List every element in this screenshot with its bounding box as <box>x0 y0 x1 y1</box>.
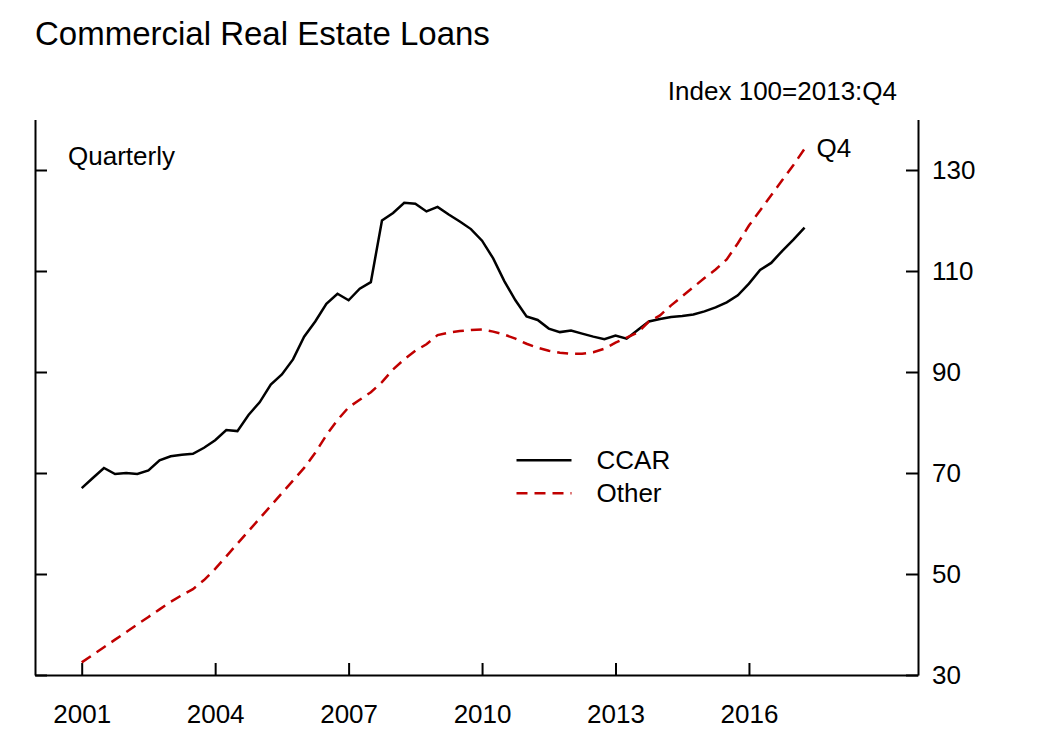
y-tick: 70 <box>906 458 961 488</box>
y-tick-mark <box>906 271 918 273</box>
x-tick-label: 2001 <box>53 699 111 729</box>
y-tick-mark <box>906 372 918 374</box>
title: Commercial Real Estate Loans <box>35 15 490 52</box>
axis-line <box>918 120 920 676</box>
y-tick-label: 110 <box>932 256 973 286</box>
y-tick-mark <box>906 574 918 576</box>
x-tick-mark <box>615 663 617 675</box>
y-tick-label: 50 <box>932 559 961 589</box>
y-tick-mark <box>35 372 47 374</box>
y-tick-mark <box>35 473 47 475</box>
x-tick: 2004 <box>187 663 245 729</box>
x-tick: 2013 <box>587 663 645 729</box>
y-tick <box>35 372 47 373</box>
series-line <box>82 203 805 488</box>
legend-label: CCAR <box>597 445 671 475</box>
annotation: Quarterly <box>68 141 175 171</box>
y-axis-right: 30 50 70 90 110 130 <box>906 120 975 690</box>
y-axis-left <box>35 120 47 676</box>
y-tick-mark <box>906 170 918 172</box>
y-tick: 130 <box>906 155 975 185</box>
y-tick <box>35 271 47 272</box>
x-axis: 2001 2004 2007 2010 2013 2016 <box>36 663 919 729</box>
legend-swatch <box>517 492 572 495</box>
plot-area <box>82 149 805 663</box>
series-line <box>82 149 805 663</box>
legend-label: Other <box>597 478 662 508</box>
x-tick-label: 2016 <box>721 699 779 729</box>
x-tick-mark <box>81 663 83 675</box>
y-tick-label: 130 <box>932 155 975 185</box>
x-tick-label: 2007 <box>320 699 378 729</box>
axis-line <box>36 675 919 677</box>
x-tick-label: 2004 <box>187 699 245 729</box>
legend: CCAROther <box>517 445 671 508</box>
y-tick-mark <box>35 271 47 273</box>
annotation: Index 100=2013:Q4 <box>668 76 897 106</box>
y-tick <box>35 473 47 474</box>
y-tick: 110 <box>906 256 973 286</box>
annotation: Q4 <box>817 133 852 163</box>
x-tick-mark <box>348 663 350 675</box>
y-tick-label: 90 <box>932 357 961 387</box>
chart: Commercial Real Estate Loans 30 50 70 90 110 1… <box>0 0 1040 744</box>
y-tick-mark <box>35 170 47 172</box>
y-tick <box>35 574 47 575</box>
y-tick: 90 <box>906 357 961 387</box>
axis-line <box>35 120 37 676</box>
x-tick-mark <box>748 663 750 675</box>
x-tick: 2001 <box>53 663 111 729</box>
x-tick-label: 2013 <box>587 699 645 729</box>
x-tick-mark <box>215 663 217 675</box>
y-tick <box>35 170 47 171</box>
y-tick-label: 30 <box>932 660 961 690</box>
y-tick-mark <box>35 574 47 576</box>
x-tick: 2016 <box>721 663 779 729</box>
x-tick: 2010 <box>454 663 512 729</box>
x-tick: 2007 <box>320 663 378 729</box>
y-tick-label: 70 <box>932 458 961 488</box>
x-tick-label: 2010 <box>454 699 512 729</box>
y-tick-mark <box>906 473 918 475</box>
y-tick: 50 <box>906 559 961 589</box>
legend-swatch <box>517 459 572 462</box>
x-tick-mark <box>482 663 484 675</box>
